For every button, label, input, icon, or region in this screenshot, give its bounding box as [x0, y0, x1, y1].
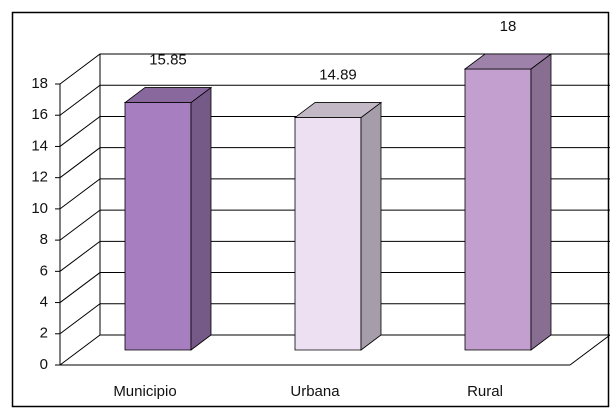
- y-tick-label: 2: [40, 325, 48, 342]
- x-tick-label: Rural: [467, 383, 503, 400]
- bar-front: [124, 102, 192, 351]
- value-label: 14.89: [319, 67, 357, 84]
- bar: [463, 53, 553, 351]
- x-tick-label: Municipio: [113, 383, 176, 400]
- grid-line: [59, 209, 610, 241]
- y-tick-label: 10: [31, 200, 48, 217]
- bar-top: [123, 87, 213, 103]
- bar-front: [464, 68, 532, 351]
- grid-line: [59, 84, 610, 116]
- y-tick-label: 18: [31, 75, 48, 92]
- y-tick-label: 8: [40, 231, 48, 248]
- grid-line: [59, 334, 610, 366]
- y-tick-label: 12: [31, 169, 48, 186]
- bar-top: [293, 102, 383, 118]
- grid-line: [59, 303, 610, 335]
- y-tick-label: 0: [40, 356, 48, 373]
- y-tick-label: 4: [40, 294, 48, 311]
- x-tick-label: Urbana: [290, 383, 340, 400]
- grid-line: [59, 272, 610, 303]
- bar-top: [463, 53, 553, 70]
- bar-front: [294, 117, 362, 351]
- grid-line: [59, 178, 610, 210]
- value-label: 18: [500, 18, 517, 35]
- grid-line: [59, 240, 610, 272]
- y-tick-label: 6: [40, 262, 48, 279]
- bar: [293, 101, 383, 351]
- grid-line: [59, 147, 610, 179]
- y-tick-label: 16: [31, 106, 48, 123]
- bar-side: [190, 86, 212, 351]
- value-label: 15.85: [149, 52, 187, 69]
- bar-side: [530, 53, 552, 351]
- grid-line: [59, 115, 610, 147]
- bar-side: [360, 101, 382, 351]
- y-tick-label: 14: [31, 137, 48, 154]
- floor-right: [569, 334, 610, 366]
- bar: [123, 86, 213, 351]
- grid-line: [59, 53, 610, 85]
